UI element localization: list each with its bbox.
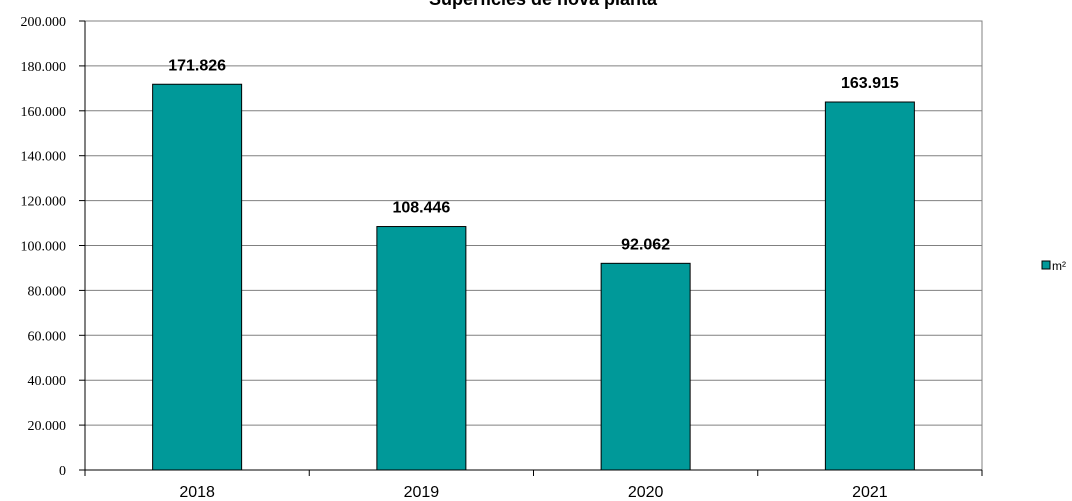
y-tick-label: 80.000 [28,284,67,299]
y-tick-label: 140.000 [21,150,67,165]
legend-swatch [1041,260,1051,270]
chart-title: Superficies de nova planta [429,0,658,9]
data-label-2019: 108.446 [392,200,450,217]
y-tick-label: 120.000 [21,195,67,210]
bars [152,83,915,471]
y-tick-label: 160.000 [21,105,67,120]
x-tick-label-2021: 2021 [852,484,888,501]
bar-2019 [376,226,467,471]
y-axis-ticks: 0 20.000 40.000 60.000 80.000 100.000 120.000 1… [21,15,85,479]
y-tick-label: 200.000 [21,15,67,30]
y-tick-label: 0 [59,464,66,479]
data-label-2021: 163.915 [841,75,899,92]
x-tick-label-2018: 2018 [179,484,215,501]
legend: m² [1041,259,1066,273]
y-tick-label: 60.000 [28,329,67,344]
data-label-2018: 171.826 [168,57,226,74]
x-tick-label-2020: 2020 [628,484,664,501]
data-labels: 171.826 108.446 92.062 163.915 [168,57,899,253]
data-label-2020: 92.062 [621,236,670,253]
bar-2021 [824,101,915,471]
x-axis-ticks: 2018 2019 2020 2021 [84,470,983,501]
y-tick-label: 100.000 [21,240,67,255]
bar-2020 [600,262,691,471]
x-tick-label-2019: 2019 [404,484,440,501]
y-tick-label: 20.000 [28,419,67,434]
y-tick-label: 180.000 [21,60,67,75]
legend-label: m² [1052,259,1066,273]
bar-2018 [152,83,243,471]
y-tick-label: 40.000 [28,374,67,389]
